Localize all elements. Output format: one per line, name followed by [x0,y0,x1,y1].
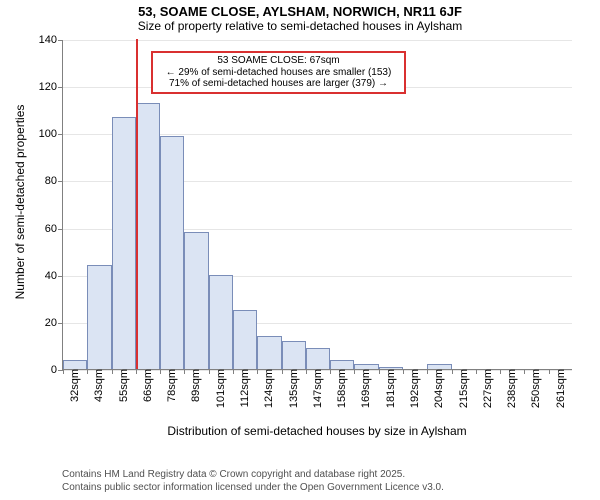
gridline [63,40,572,41]
xtick-label: 158sqm [334,369,348,408]
xtick-label: 101sqm [213,369,227,408]
xtick-mark [452,369,453,374]
xtick-label: 43sqm [91,369,105,402]
xtick-mark [160,369,161,374]
annotation-line: 71% of semi-detached houses are larger (… [157,78,400,90]
histogram-bar [160,136,184,369]
xtick-label: 135sqm [286,369,300,408]
chart-subtitle: Size of property relative to semi-detach… [0,19,600,33]
xtick-label: 238sqm [504,369,518,408]
histogram-bar [184,232,208,369]
xtick-mark [63,369,64,374]
ytick-label: 20 [45,317,63,329]
xtick-mark [184,369,185,374]
histogram-bar [330,360,354,369]
xtick-mark [427,369,428,374]
ytick-label: 40 [45,270,63,282]
xtick-mark [549,369,550,374]
x-axis-label: Distribution of semi-detached houses by … [62,424,572,438]
footer-line-1: Contains HM Land Registry data © Crown c… [62,469,444,482]
xtick-label: 89sqm [188,369,202,402]
annotation-line: 53 SOAME CLOSE: 67sqm [157,55,400,67]
xtick-label: 261sqm [553,369,567,408]
chart-title: 53, SOAME CLOSE, AYLSHAM, NORWICH, NR11 … [0,0,600,19]
xtick-mark [306,369,307,374]
annotation-box: 53 SOAME CLOSE: 67sqm← 29% of semi-detac… [151,51,406,94]
xtick-label: 215sqm [456,369,470,408]
xtick-label: 66sqm [140,369,154,402]
histogram-bar [112,117,136,369]
xtick-mark [282,369,283,374]
footer-attribution: Contains HM Land Registry data © Crown c… [62,469,444,494]
plot-area: 02040608010012014032sqm43sqm55sqm66sqm78… [62,40,572,370]
xtick-mark [209,369,210,374]
xtick-label: 169sqm [358,369,372,408]
footer-line-2: Contains public sector information licen… [62,482,444,495]
xtick-label: 112sqm [237,369,251,407]
xtick-mark [403,369,404,374]
histogram-bar [136,103,160,369]
xtick-label: 124sqm [261,369,275,408]
ytick-label: 80 [45,175,63,187]
xtick-mark [136,369,137,374]
xtick-mark [524,369,525,374]
xtick-label: 32sqm [67,369,81,402]
histogram-chart: 53, SOAME CLOSE, AYLSHAM, NORWICH, NR11 … [0,0,600,500]
y-axis-label: Number of semi-detached properties [13,92,27,312]
ytick-label: 120 [39,81,63,93]
histogram-bar [63,360,87,369]
histogram-bar [87,265,111,369]
xtick-label: 147sqm [310,369,324,408]
xtick-mark [87,369,88,374]
xtick-label: 204sqm [431,369,445,408]
xtick-mark [233,369,234,374]
property-marker-line [136,39,138,369]
xtick-label: 192sqm [407,369,421,408]
xtick-mark [500,369,501,374]
xtick-label: 78sqm [164,369,178,402]
xtick-mark [354,369,355,374]
xtick-mark [476,369,477,374]
annotation-line: ← 29% of semi-detached houses are smalle… [157,67,400,79]
histogram-bar [306,348,330,369]
ytick-label: 140 [39,34,63,46]
xtick-mark [330,369,331,374]
xtick-label: 227sqm [480,369,494,408]
histogram-bar [233,310,257,369]
xtick-mark [379,369,380,374]
xtick-label: 55sqm [116,369,130,402]
histogram-bar [282,341,306,369]
ytick-label: 100 [39,128,63,140]
histogram-bar [209,275,233,369]
ytick-label: 0 [51,364,63,376]
xtick-mark [257,369,258,374]
xtick-label: 181sqm [383,369,397,408]
xtick-mark [112,369,113,374]
histogram-bar [257,336,281,369]
ytick-label: 60 [45,223,63,235]
xtick-label: 250sqm [528,369,542,408]
